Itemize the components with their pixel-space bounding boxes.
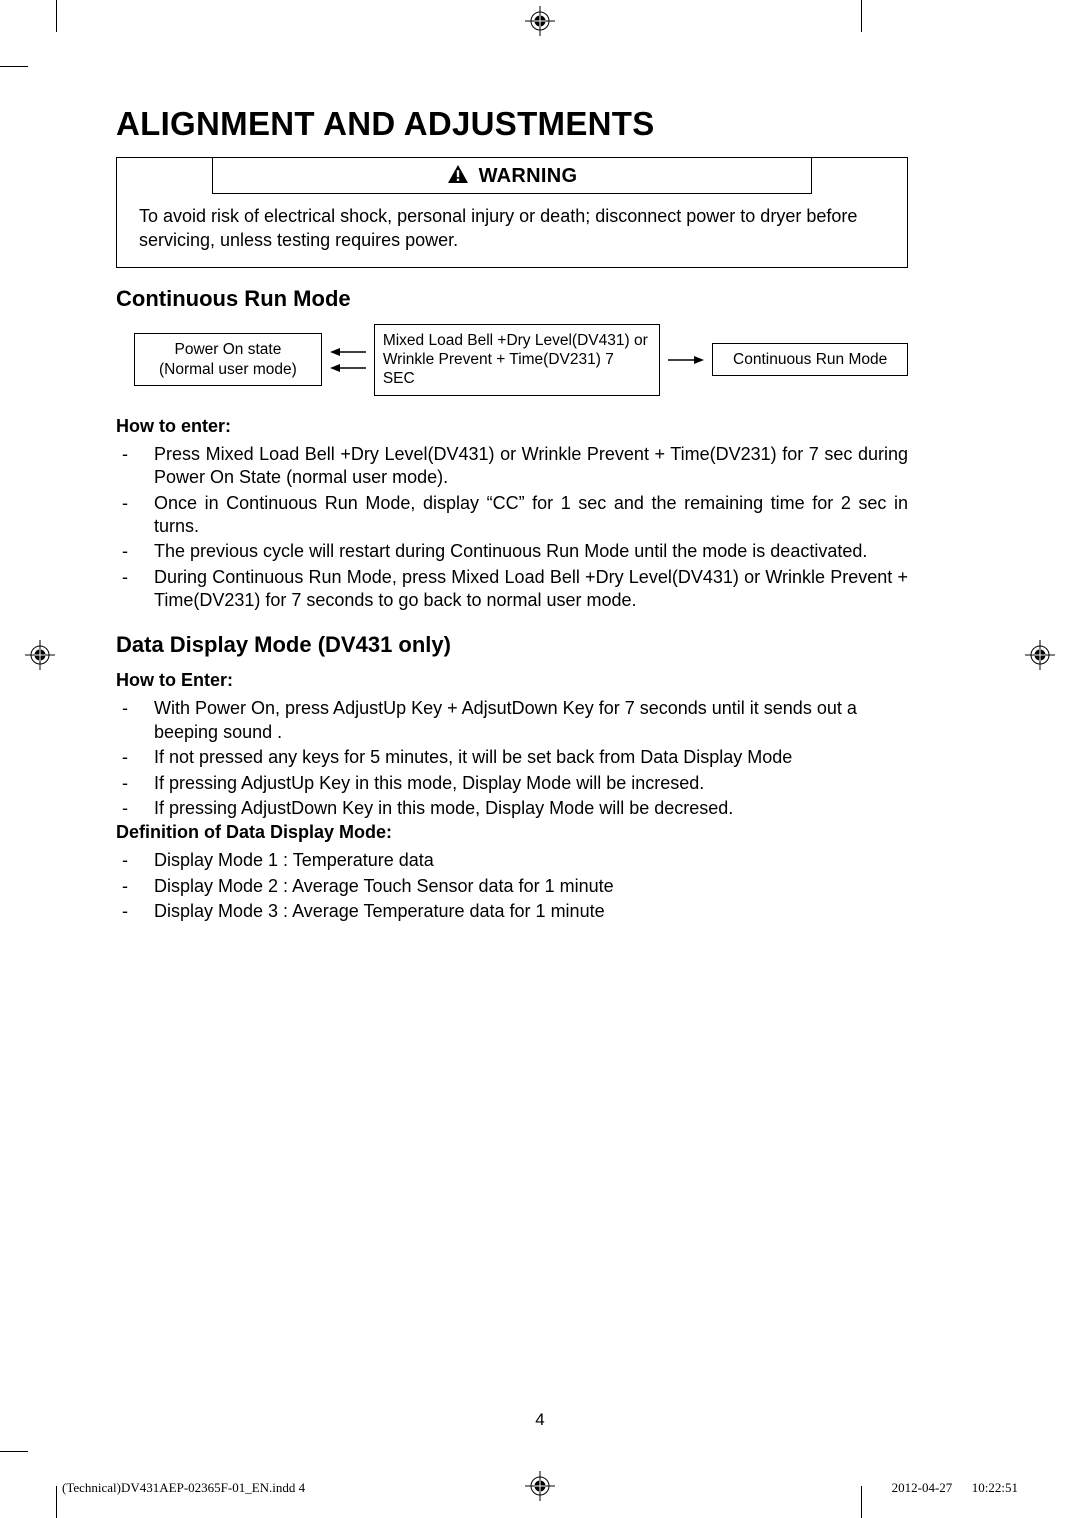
subhead-how-to-enter-2: How to Enter: bbox=[116, 670, 908, 691]
flow-box-power-on: Power On state (Normal user mode) bbox=[134, 333, 322, 386]
list-item: -If pressing AdjustDown Key in this mode… bbox=[116, 797, 908, 820]
page-number: 4 bbox=[0, 1410, 1080, 1430]
registration-mark-icon bbox=[1025, 640, 1055, 670]
list-item: -Display Mode 2 : Average Touch Sensor d… bbox=[116, 875, 908, 898]
crop-mark bbox=[56, 0, 57, 32]
warning-header: WARNING bbox=[212, 157, 812, 194]
list-item: -Display Mode 3 : Average Temperature da… bbox=[116, 900, 908, 923]
flow-arrows bbox=[330, 347, 366, 373]
registration-mark-icon bbox=[525, 6, 555, 36]
crop-mark bbox=[861, 0, 862, 32]
list-item: -If pressing AdjustUp Key in this mode, … bbox=[116, 772, 908, 795]
flow-box-line: Mixed Load Bell +Dry Level(DV431) or bbox=[383, 331, 649, 350]
section-heading-data-display: Data Display Mode (DV431 only) bbox=[116, 632, 908, 658]
list-item: -Once in Continuous Run Mode, display “C… bbox=[116, 492, 908, 539]
flow-box-line: Wrinkle Prevent + Time(DV231) 7 SEC bbox=[383, 350, 649, 389]
registration-mark-icon bbox=[525, 1471, 555, 1501]
flow-arrows bbox=[668, 355, 704, 365]
crop-mark bbox=[861, 1486, 862, 1518]
footer-timestamp: 2012-04-27 10:22:51 bbox=[892, 1480, 1018, 1496]
flow-box-line: Power On state bbox=[145, 340, 311, 359]
flow-box-line: (Normal user mode) bbox=[145, 360, 311, 379]
flow-box-mixed-load: Mixed Load Bell +Dry Level(DV431) or Wri… bbox=[374, 324, 660, 396]
list-item: -With Power On, press AdjustUp Key + Adj… bbox=[116, 697, 908, 744]
footer-filename: (Technical)DV431AEP-02365F-01_EN.indd 4 bbox=[62, 1480, 305, 1496]
list-item: -During Continuous Run Mode, press Mixed… bbox=[116, 566, 908, 613]
flow-box-line: Continuous Run Mode bbox=[723, 350, 897, 369]
list-item: -Display Mode 1 : Temperature data bbox=[116, 849, 908, 872]
crop-mark bbox=[0, 66, 28, 67]
page-title: ALIGNMENT AND ADJUSTMENTS bbox=[116, 105, 908, 143]
list-data-display-definition: -Display Mode 1 : Temperature data -Disp… bbox=[116, 849, 908, 923]
warning-label: WARNING bbox=[479, 165, 578, 188]
crop-mark bbox=[56, 1486, 57, 1518]
crop-mark bbox=[0, 1451, 28, 1452]
list-data-display-enter: -With Power On, press AdjustUp Key + Adj… bbox=[116, 697, 908, 820]
section-heading-continuous-run: Continuous Run Mode bbox=[116, 286, 908, 312]
list-item: -The previous cycle will restart during … bbox=[116, 540, 908, 563]
flow-box-continuous-run: Continuous Run Mode bbox=[712, 343, 908, 376]
registration-mark-icon bbox=[25, 640, 55, 670]
warning-triangle-icon bbox=[447, 164, 469, 189]
warning-box: WARNING To avoid risk of electrical shoc… bbox=[116, 157, 908, 268]
subhead-definition: Definition of Data Display Mode: bbox=[116, 822, 908, 843]
list-item: -If not pressed any keys for 5 minutes, … bbox=[116, 746, 908, 769]
flow-diagram: Power On state (Normal user mode) Mixed … bbox=[134, 324, 908, 396]
warning-text: To avoid risk of electrical shock, perso… bbox=[139, 204, 885, 253]
list-continuous-run: -Press Mixed Load Bell +Dry Level(DV431)… bbox=[116, 443, 908, 613]
list-item: -Press Mixed Load Bell +Dry Level(DV431)… bbox=[116, 443, 908, 490]
subhead-how-to-enter: How to enter: bbox=[116, 416, 908, 437]
